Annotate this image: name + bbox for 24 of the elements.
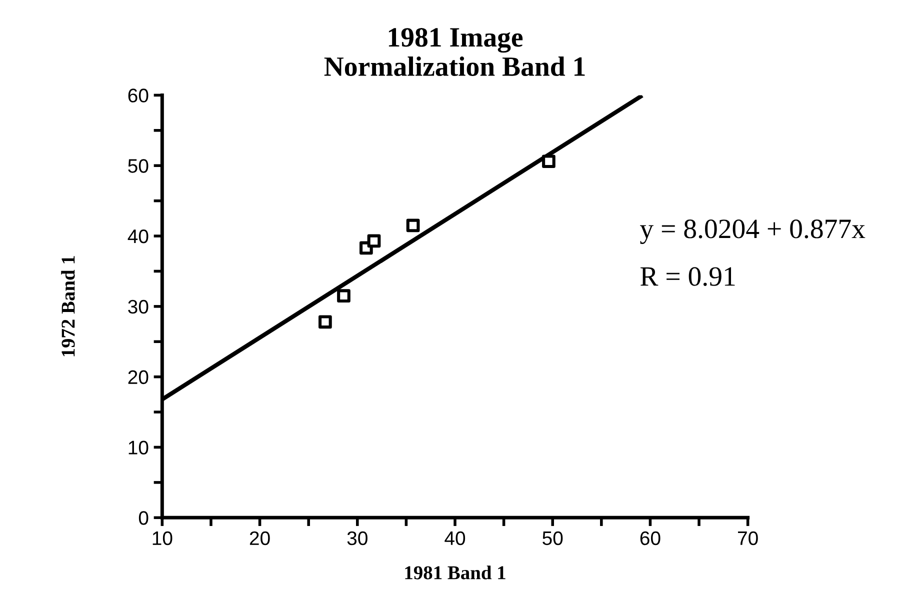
x-axis-title: 1981 Band 1 — [405, 566, 506, 580]
x-tick-label: 30 — [347, 531, 368, 546]
point — [542, 154, 556, 168]
point — [318, 315, 332, 329]
y-tick-label: 60 — [128, 88, 148, 102]
x-tick-label: 60 — [640, 531, 660, 546]
x-tick-label: 40 — [444, 531, 466, 546]
y-tick-label: 0 — [138, 511, 148, 525]
point — [367, 234, 381, 248]
x-tick-label: 10 — [152, 531, 172, 546]
y-tick-label: 40 — [128, 229, 148, 244]
y-tick-label: 50 — [128, 159, 148, 173]
annotation: R = 0.91 — [640, 267, 735, 286]
x-tick-label: 70 — [738, 531, 758, 546]
x-tick-label: 20 — [250, 531, 270, 546]
chart-title: 1981 Image Normalization Band 1 — [324, 28, 585, 76]
annotation: y = 8.0204 + 0.877x — [640, 220, 866, 244]
y-tick-label: 30 — [128, 300, 148, 314]
y-axis-title: 1972 Band 1 — [61, 256, 75, 356]
point — [406, 218, 420, 232]
y-tick-label: 20 — [128, 370, 148, 384]
x-tick-label: 50 — [542, 531, 563, 546]
y-tick-label: 10 — [128, 440, 148, 454]
point — [337, 289, 350, 303]
